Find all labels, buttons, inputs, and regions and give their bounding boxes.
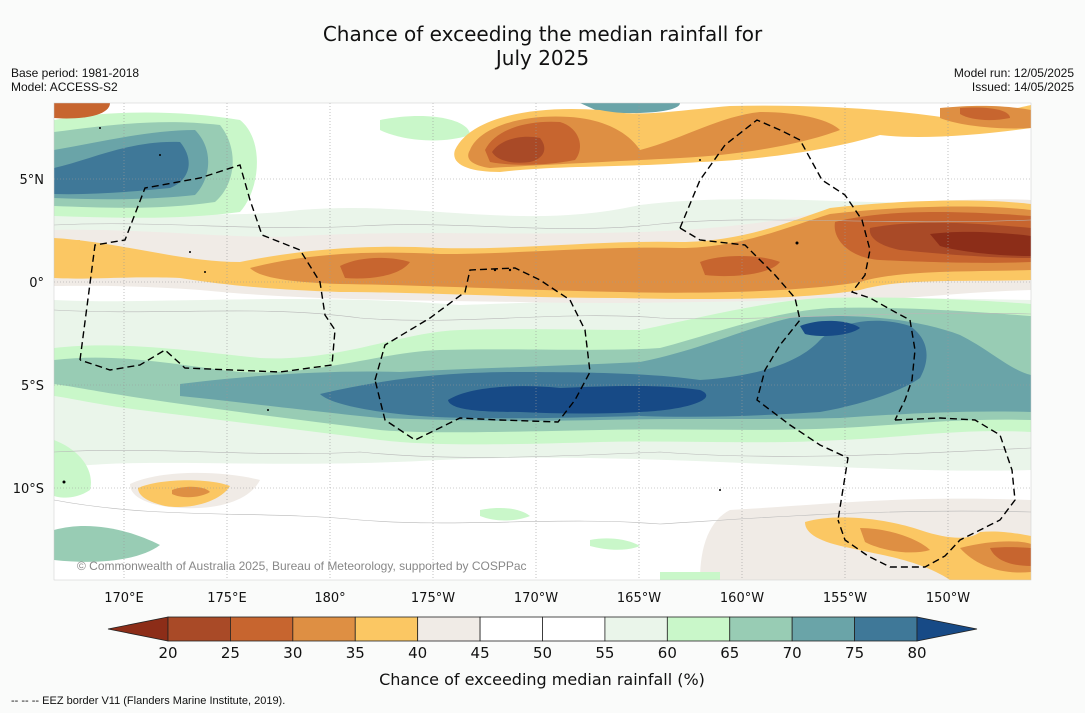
contour-orange-south-east — [860, 528, 1031, 573]
eez-kiribati-line — [679, 227, 849, 521]
contour-rust-nw-top — [54, 103, 110, 119]
island-marker — [719, 489, 721, 491]
colorbar-tick-label: 60 — [658, 644, 677, 662]
contour-darkbrown-east-equator — [930, 231, 1031, 256]
colorbar-segment — [854, 616, 918, 642]
lon-label: 175°W — [411, 591, 455, 606]
colorbar-tick-label: 75 — [845, 644, 864, 662]
base-period: Base period: 1981-2018 — [11, 66, 140, 80]
contour-rust-south-east — [990, 547, 1031, 566]
island-marker — [204, 271, 206, 273]
colorbar-tick-label: 20 — [158, 644, 177, 662]
colorbar-segment — [791, 616, 855, 642]
contour-brown-n — [492, 136, 545, 163]
island-marker — [99, 127, 101, 129]
colorbar-segment — [230, 616, 294, 642]
colorbar-segment — [666, 616, 731, 642]
island-marker — [189, 251, 191, 253]
colorbar-segment — [604, 616, 668, 642]
colorbar-extend-high — [916, 616, 978, 642]
eez-borders — [79, 119, 1016, 568]
colorbar-tick-label: 70 — [783, 644, 802, 662]
colorbar-extend-low — [107, 616, 169, 642]
lat-label: 5°N — [20, 173, 45, 188]
colorbar-segment — [542, 616, 606, 642]
title-line-2: July 2025 — [495, 46, 590, 70]
lon-label: 165°W — [617, 591, 661, 606]
lon-label: 155°W — [823, 591, 867, 606]
run-info: Model run: 12/05/2025 Issued: 14/05/2025 — [954, 66, 1074, 94]
graticule — [54, 103, 1031, 580]
island-marker — [62, 480, 66, 484]
colorbar-label: Chance of exceeding median rainfall (%) — [379, 670, 705, 689]
lat-label: 10°S — [13, 482, 44, 497]
contour-navy-south-mid — [448, 386, 707, 414]
map-field: © Commonwealth of Australia 2025, Bureau… — [54, 103, 1031, 580]
eez-kiribati-phoenix — [374, 267, 591, 441]
eez-cook-french — [837, 417, 1016, 568]
lon-label: 180° — [314, 591, 345, 606]
contour-yellow-west-edge — [54, 240, 80, 272]
colorbar-tick-label: 25 — [221, 644, 240, 662]
colorbar-segment — [417, 616, 481, 642]
colorbar-segment — [167, 616, 231, 642]
colorbar-tick-label: 40 — [408, 644, 427, 662]
latitude-labels: 5°N 0° 5°S 10°S — [13, 173, 44, 497]
contour-navy-south-east — [800, 320, 860, 336]
lon-label: 170°W — [514, 591, 558, 606]
island-marker — [795, 241, 799, 245]
model-info: Base period: 1981-2018 Model: ACCESS-S2 — [11, 66, 139, 94]
model-name: Model: ACCESS-S2 — [11, 80, 118, 94]
eez-kiribati-line-north — [679, 119, 916, 421]
colorbar-tick-label: 35 — [346, 644, 365, 662]
lon-label: 160°W — [720, 591, 764, 606]
lon-label: 175°E — [207, 591, 247, 606]
map-frame — [53, 102, 1032, 581]
issued-date: Issued: 14/05/2025 — [971, 80, 1074, 94]
colorbar-tick-label: 50 — [533, 644, 552, 662]
colorbar-tick-label: 30 — [283, 644, 302, 662]
copyright-notice: © Commonwealth of Australia 2025, Bureau… — [77, 559, 527, 573]
colorbar-tick-label: 55 — [595, 644, 614, 662]
chart-title: Chance of exceeding the median rainfall … — [0, 22, 1085, 70]
eez-legend-note: -- -- -- EEZ border V11 (Flanders Marine… — [11, 695, 286, 707]
island-marker — [159, 154, 161, 156]
contour-rust-ne — [960, 107, 1010, 121]
colorbar-segment — [292, 616, 356, 642]
lon-label: 170°E — [104, 591, 144, 606]
island-marker — [493, 268, 497, 272]
title-line-1: Chance of exceeding the median rainfall … — [322, 22, 763, 46]
colorbar-tick-label: 45 — [471, 644, 490, 662]
island-marker — [267, 409, 269, 411]
lat-label: 0° — [29, 276, 44, 291]
colorbar-segment — [729, 616, 793, 642]
colorbar-segment — [479, 616, 543, 642]
contour-rust-equator — [340, 256, 780, 279]
contour-darkblue-nw — [54, 141, 189, 195]
eez-kiribati-gilbert — [79, 164, 336, 373]
island-marker — [508, 268, 512, 272]
lat-label: 5°S — [21, 379, 44, 394]
island-marker — [699, 159, 701, 161]
colorbar-tick-label: 65 — [720, 644, 739, 662]
longitude-labels: 170°E 175°E 180° 175°W 170°W 165°W 160°W… — [104, 591, 970, 606]
lon-label: 150°W — [926, 591, 970, 606]
colorbar-segment — [354, 616, 419, 642]
contour-teal-south-west — [54, 525, 160, 562]
contour-orange-south-west — [172, 486, 210, 498]
contour-green-n-mid — [380, 115, 470, 141]
contour-teal-top — [580, 103, 680, 114]
island-markers — [62, 127, 799, 491]
colorbar: 20 25 30 35 40 45 50 55 60 65 70 75 80 — [107, 616, 978, 662]
model-run-date: Model run: 12/05/2025 — [953, 66, 1074, 80]
colorbar-tick-label: 80 — [907, 644, 926, 662]
